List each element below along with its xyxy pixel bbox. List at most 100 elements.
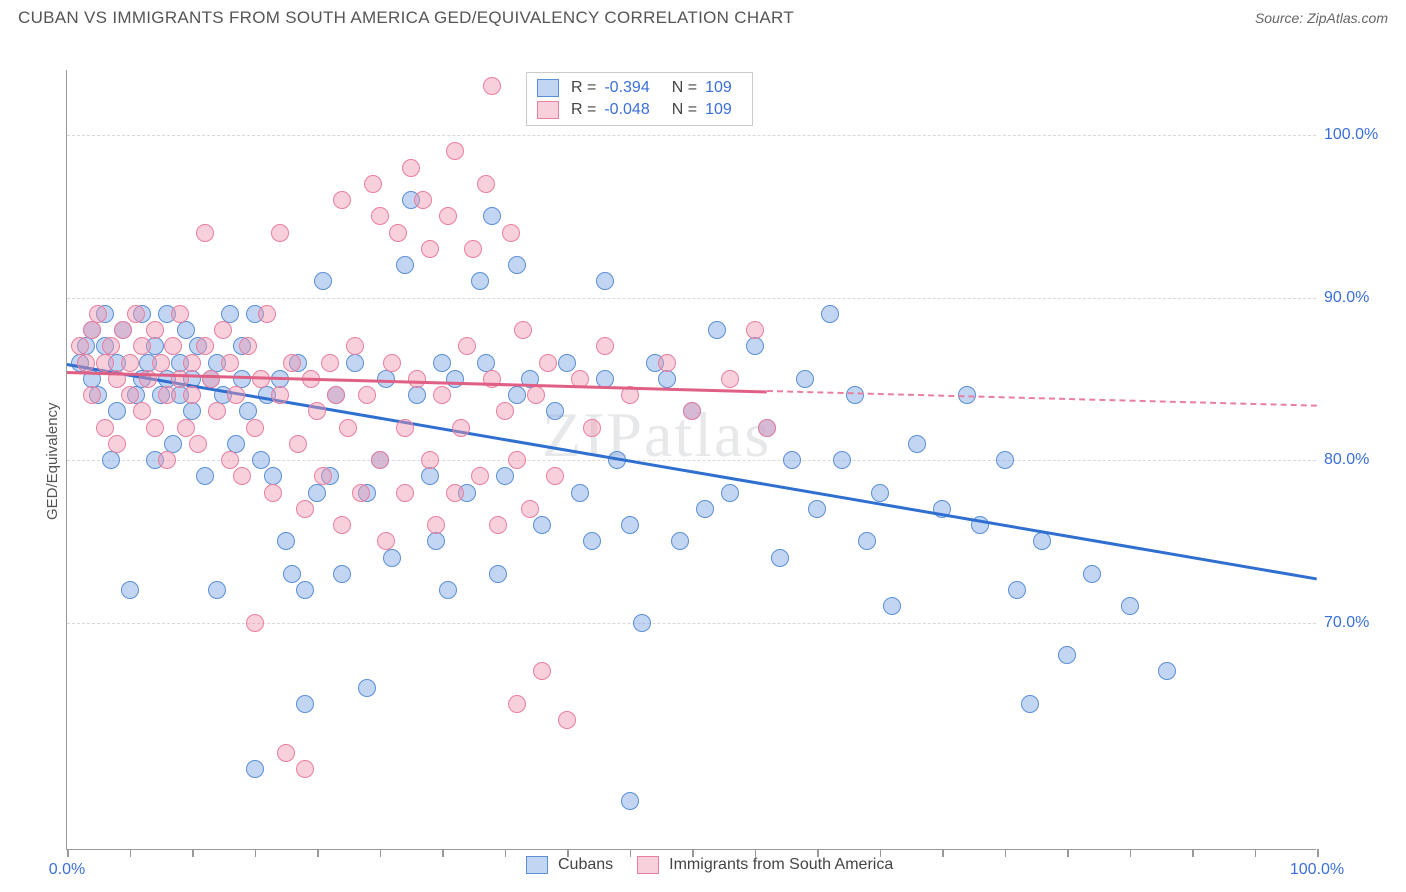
data-point — [333, 516, 351, 534]
data-point — [483, 77, 501, 95]
data-point — [746, 321, 764, 339]
data-point — [346, 337, 364, 355]
data-point — [583, 419, 601, 437]
data-point — [371, 207, 389, 225]
legend-swatch — [526, 856, 548, 874]
data-point — [177, 419, 195, 437]
data-point — [327, 386, 345, 404]
data-point — [183, 386, 201, 404]
data-point — [583, 532, 601, 550]
data-point — [708, 321, 726, 339]
data-point — [152, 354, 170, 372]
data-point — [208, 581, 226, 599]
data-point — [133, 402, 151, 420]
x-tick — [380, 849, 382, 857]
data-point — [771, 549, 789, 567]
x-tick — [1067, 849, 1069, 857]
data-point — [821, 305, 839, 323]
data-point — [121, 581, 139, 599]
data-point — [96, 354, 114, 372]
data-point — [633, 614, 651, 632]
data-point — [277, 744, 295, 762]
data-point — [446, 370, 464, 388]
stat-n-value: 109 — [705, 101, 732, 119]
y-axis-label: GED/Equivalency — [44, 402, 61, 520]
source-attribution: Source: ZipAtlas.com — [1255, 10, 1388, 26]
data-point — [746, 337, 764, 355]
data-point — [621, 516, 639, 534]
data-point — [146, 321, 164, 339]
data-point — [489, 516, 507, 534]
data-point — [671, 532, 689, 550]
x-tick — [317, 849, 319, 857]
x-tick-label: 100.0% — [1290, 861, 1344, 879]
data-point — [127, 305, 145, 323]
data-point — [196, 467, 214, 485]
data-point — [402, 159, 420, 177]
data-point — [308, 402, 326, 420]
data-point — [696, 500, 714, 518]
data-point — [421, 240, 439, 258]
x-tick — [1255, 849, 1257, 857]
data-point — [314, 272, 332, 290]
data-point — [108, 435, 126, 453]
stat-n-label: N = — [672, 101, 697, 119]
gridline — [67, 298, 1316, 299]
chart-container: ZIPatlas 70.0%80.0%90.0%100.0%0.0%100.0%… — [18, 32, 1388, 890]
data-point — [196, 224, 214, 242]
data-point — [252, 451, 270, 469]
data-point — [333, 565, 351, 583]
data-point — [246, 419, 264, 437]
stat-r-label: R = — [571, 101, 596, 119]
data-point — [471, 467, 489, 485]
data-point — [414, 191, 432, 209]
x-tick — [942, 849, 944, 857]
data-point — [496, 467, 514, 485]
stat-r-value: -0.394 — [604, 79, 649, 97]
data-point — [227, 386, 245, 404]
data-point — [289, 435, 307, 453]
data-point — [296, 500, 314, 518]
data-point — [358, 386, 376, 404]
data-point — [202, 370, 220, 388]
data-point — [77, 354, 95, 372]
data-point — [1058, 646, 1076, 664]
data-point — [558, 711, 576, 729]
data-point — [102, 337, 120, 355]
stat-n-label: N = — [672, 79, 697, 97]
data-point — [158, 451, 176, 469]
data-point — [483, 207, 501, 225]
data-point — [439, 581, 457, 599]
data-point — [452, 419, 470, 437]
data-point — [214, 321, 232, 339]
data-point — [108, 402, 126, 420]
data-point — [283, 354, 301, 372]
data-point — [396, 256, 414, 274]
data-point — [758, 419, 776, 437]
x-tick — [255, 849, 257, 857]
legend-swatch — [637, 856, 659, 874]
data-point — [783, 451, 801, 469]
series-legend: CubansImmigrants from South America — [526, 856, 907, 874]
data-point — [171, 370, 189, 388]
data-point — [246, 760, 264, 778]
data-point — [421, 467, 439, 485]
data-point — [546, 467, 564, 485]
data-point — [1158, 662, 1176, 680]
data-point — [527, 386, 545, 404]
data-point — [508, 386, 526, 404]
data-point — [464, 240, 482, 258]
data-point — [808, 500, 826, 518]
data-point — [471, 272, 489, 290]
legend-series-label: Immigrants from South America — [669, 856, 893, 874]
data-point — [83, 386, 101, 404]
x-tick — [505, 849, 507, 857]
data-point — [458, 337, 476, 355]
data-point — [96, 419, 114, 437]
gridline — [67, 135, 1316, 136]
data-point — [521, 500, 539, 518]
data-point — [846, 386, 864, 404]
data-point — [996, 451, 1014, 469]
data-point — [721, 370, 739, 388]
data-point — [433, 386, 451, 404]
